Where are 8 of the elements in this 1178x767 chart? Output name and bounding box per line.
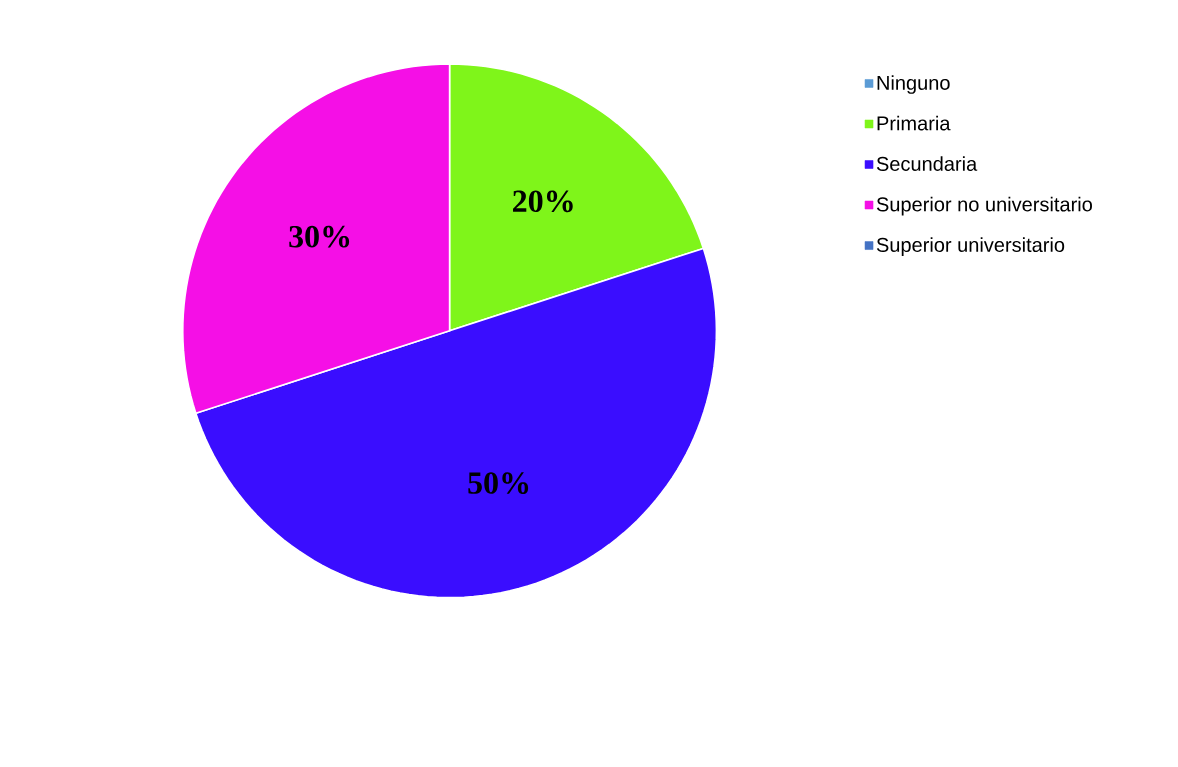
data-label: 30% [289,225,350,248]
data-label: 20% [513,190,573,213]
legend-label: Superior universitario [876,237,1065,256]
legend-label: Ninguno [877,75,950,94]
legend-label: Primaria [877,115,951,131]
legend-label: Secundaria [876,156,978,171]
data-label: 50% [468,472,529,494]
legend-label: Superior no universitario [876,196,1092,216]
